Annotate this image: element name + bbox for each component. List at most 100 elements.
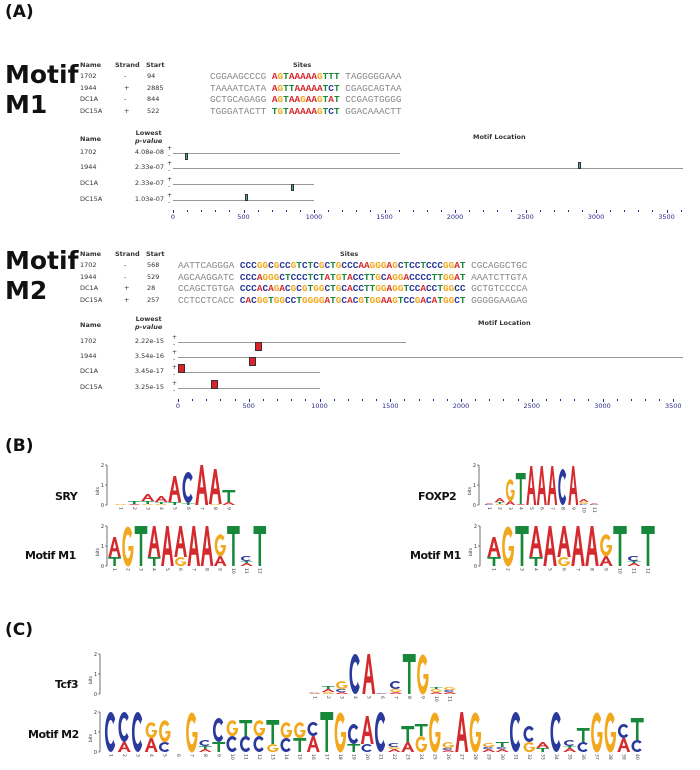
motif-m2-title-line2: M2	[5, 276, 48, 305]
site-name: 1702	[80, 72, 97, 80]
location-name: 1702	[80, 337, 97, 345]
nucleotide: A	[454, 271, 460, 283]
nucleotide: C	[414, 283, 421, 295]
logo-letter-T	[613, 526, 627, 566]
logo-letter-A	[144, 738, 158, 752]
axis-tick	[229, 210, 231, 212]
motif-site-marker	[210, 380, 218, 389]
site-strand: +	[124, 284, 130, 293]
logo-position-label: 22	[391, 754, 397, 760]
nucleotide: G	[318, 283, 325, 295]
logo-letter-A	[174, 526, 187, 557]
nucleotide: G	[442, 295, 449, 307]
logo-y-tick-label: 2	[101, 524, 104, 530]
site-strand: +	[124, 296, 130, 305]
nucleotide: G	[392, 260, 398, 271]
logo-y-axis-label: bits	[95, 547, 101, 556]
axis-tick	[545, 399, 547, 401]
nucleotide: C	[380, 271, 387, 283]
logo-position-label: 4	[158, 507, 164, 510]
site-motif-core: AGTAAAAAGTTT	[272, 71, 340, 82]
strand-plus: +	[167, 176, 173, 183]
nucleotide: G	[307, 295, 314, 307]
axis-tick	[497, 210, 499, 212]
nucleotide: G	[262, 295, 269, 307]
logo-position-label: 7	[549, 507, 555, 510]
nucleotide: C	[426, 271, 432, 283]
logo-letter-T	[515, 473, 526, 504]
axis-tick	[173, 210, 174, 213]
logo-position-label: 12	[256, 754, 262, 760]
site-strand: -	[124, 72, 127, 80]
site-strand: +	[124, 107, 130, 116]
header-strand: Strand	[115, 250, 140, 258]
nucleotide: T	[307, 283, 314, 295]
site-motif-core: TGTAAAAAGTCT	[272, 106, 340, 117]
location-name: 1944	[80, 352, 97, 360]
axis-tick	[511, 210, 513, 212]
nucleotide: C	[328, 106, 334, 118]
site-start: 844	[147, 95, 160, 104]
nucleotide: T	[420, 260, 427, 271]
nucleotide: G	[442, 271, 449, 283]
nucleotide: A	[271, 82, 278, 94]
logo-position-label: 2	[124, 568, 130, 571]
logo-letter-T	[293, 738, 307, 752]
nucleotide: A	[305, 94, 312, 106]
axis-tick	[347, 399, 349, 401]
nucleotide: C	[301, 271, 308, 283]
nucleotide: C	[279, 260, 286, 271]
logo-letter-T	[495, 742, 509, 747]
logo-letter-A	[495, 749, 509, 752]
axis-tick	[333, 399, 335, 401]
nucleotide: C	[409, 260, 415, 271]
nucleotide: G	[317, 71, 323, 82]
nucleotide: A	[300, 71, 306, 82]
motif-m1-title-line2: M1	[5, 90, 48, 119]
nucleotide: A	[431, 295, 438, 307]
axis-tick	[243, 210, 245, 213]
logo-letter-A	[482, 749, 496, 752]
nucleotide: T	[341, 271, 348, 283]
logo-y-tick-label: 0	[94, 692, 97, 698]
logo-letter-C	[199, 740, 210, 746]
site-sequence: GCTGCAGAGG AGTAAGAAGTAT CCGAGTGGGG	[210, 95, 401, 105]
site-flank-left: GCTGCAGAGG	[210, 94, 272, 106]
axis-tick	[483, 210, 485, 212]
nucleotide: C	[239, 260, 246, 271]
site-flank-left: CCTCCTCACC	[178, 295, 240, 307]
axis-tick	[262, 399, 264, 401]
nucleotide: C	[239, 271, 246, 283]
strand-minus: -	[173, 371, 176, 378]
logo-letter-C	[627, 556, 639, 561]
nucleotide: A	[294, 106, 301, 118]
site-name: DC1A	[80, 284, 99, 293]
motif-m1-title-line1: Motif	[5, 60, 79, 89]
nucleotide: G	[318, 295, 325, 307]
logo-y-tick-label: 0	[94, 750, 97, 756]
nucleotide: G	[290, 260, 297, 271]
nucleotide: T	[307, 260, 314, 271]
nucleotide: C	[426, 283, 432, 295]
nucleotide: G	[317, 106, 323, 118]
logo-position-label: 7	[575, 568, 581, 571]
logo-letter-T	[414, 724, 428, 736]
logo-letter-T	[227, 526, 240, 566]
logo-position-label: 9	[217, 568, 223, 571]
site-start: 529	[147, 272, 160, 281]
motif-site-marker	[290, 184, 294, 191]
nucleotide: T	[333, 82, 340, 94]
logo-letter-G	[186, 712, 198, 753]
site-name: DC15A	[80, 107, 103, 116]
logo-letter-A	[141, 494, 155, 501]
logo-position-label: 9	[419, 696, 425, 699]
logo-letter-C	[617, 724, 629, 738]
axis-tick	[234, 399, 236, 401]
nucleotide: T	[271, 106, 278, 118]
logo-letter-G	[591, 712, 603, 753]
logo-position-label: 10	[433, 696, 439, 702]
nucleotide: C	[431, 283, 438, 295]
nucleotide: C	[239, 295, 246, 307]
nucleotide: T	[283, 82, 289, 94]
